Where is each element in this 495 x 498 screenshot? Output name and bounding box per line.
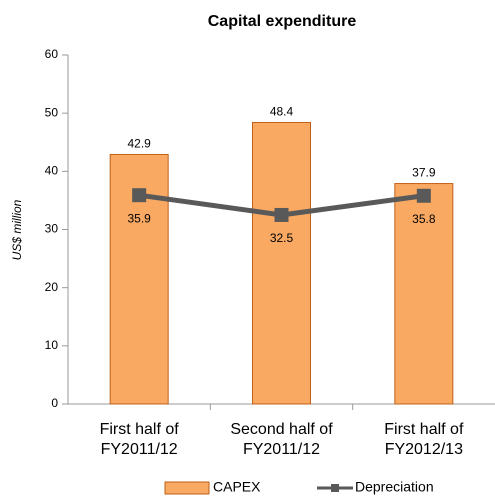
y-tick-label: 0 bbox=[51, 396, 58, 410]
bar-value-label: 48.4 bbox=[270, 105, 294, 119]
y-tick-label: 50 bbox=[45, 105, 59, 119]
x-tick-label: First half of FY2012/13 bbox=[384, 421, 464, 458]
bar-value-label: 37.9 bbox=[412, 166, 436, 180]
bar bbox=[394, 183, 454, 405]
y-tick-label: 60 bbox=[45, 47, 59, 61]
chart-title: Capital expenditure bbox=[208, 13, 357, 30]
line-marker bbox=[416, 188, 431, 203]
legend-label: CAPEX bbox=[213, 479, 261, 495]
line-marker bbox=[274, 207, 289, 222]
legend-marker bbox=[331, 484, 339, 492]
line-value-label: 35.8 bbox=[412, 212, 436, 226]
y-tick-label: 20 bbox=[45, 280, 59, 294]
legend-label: Depreciation bbox=[355, 479, 434, 495]
line-value-label: 32.5 bbox=[270, 231, 294, 245]
x-tick-label: First half of FY2011/12 bbox=[99, 421, 179, 458]
y-tick-label: 30 bbox=[45, 222, 59, 236]
bar-value-label: 42.9 bbox=[127, 137, 151, 151]
bar bbox=[252, 121, 311, 405]
x-tick-label: Second half of FY2011/12 bbox=[230, 421, 333, 458]
y-axis-label: US$ million bbox=[10, 199, 24, 260]
line-value-label: 35.9 bbox=[127, 211, 151, 225]
legend-swatch bbox=[164, 481, 210, 495]
y-tick-label: 40 bbox=[45, 164, 59, 178]
y-tick-label: 10 bbox=[45, 338, 59, 352]
line-marker bbox=[132, 188, 147, 203]
